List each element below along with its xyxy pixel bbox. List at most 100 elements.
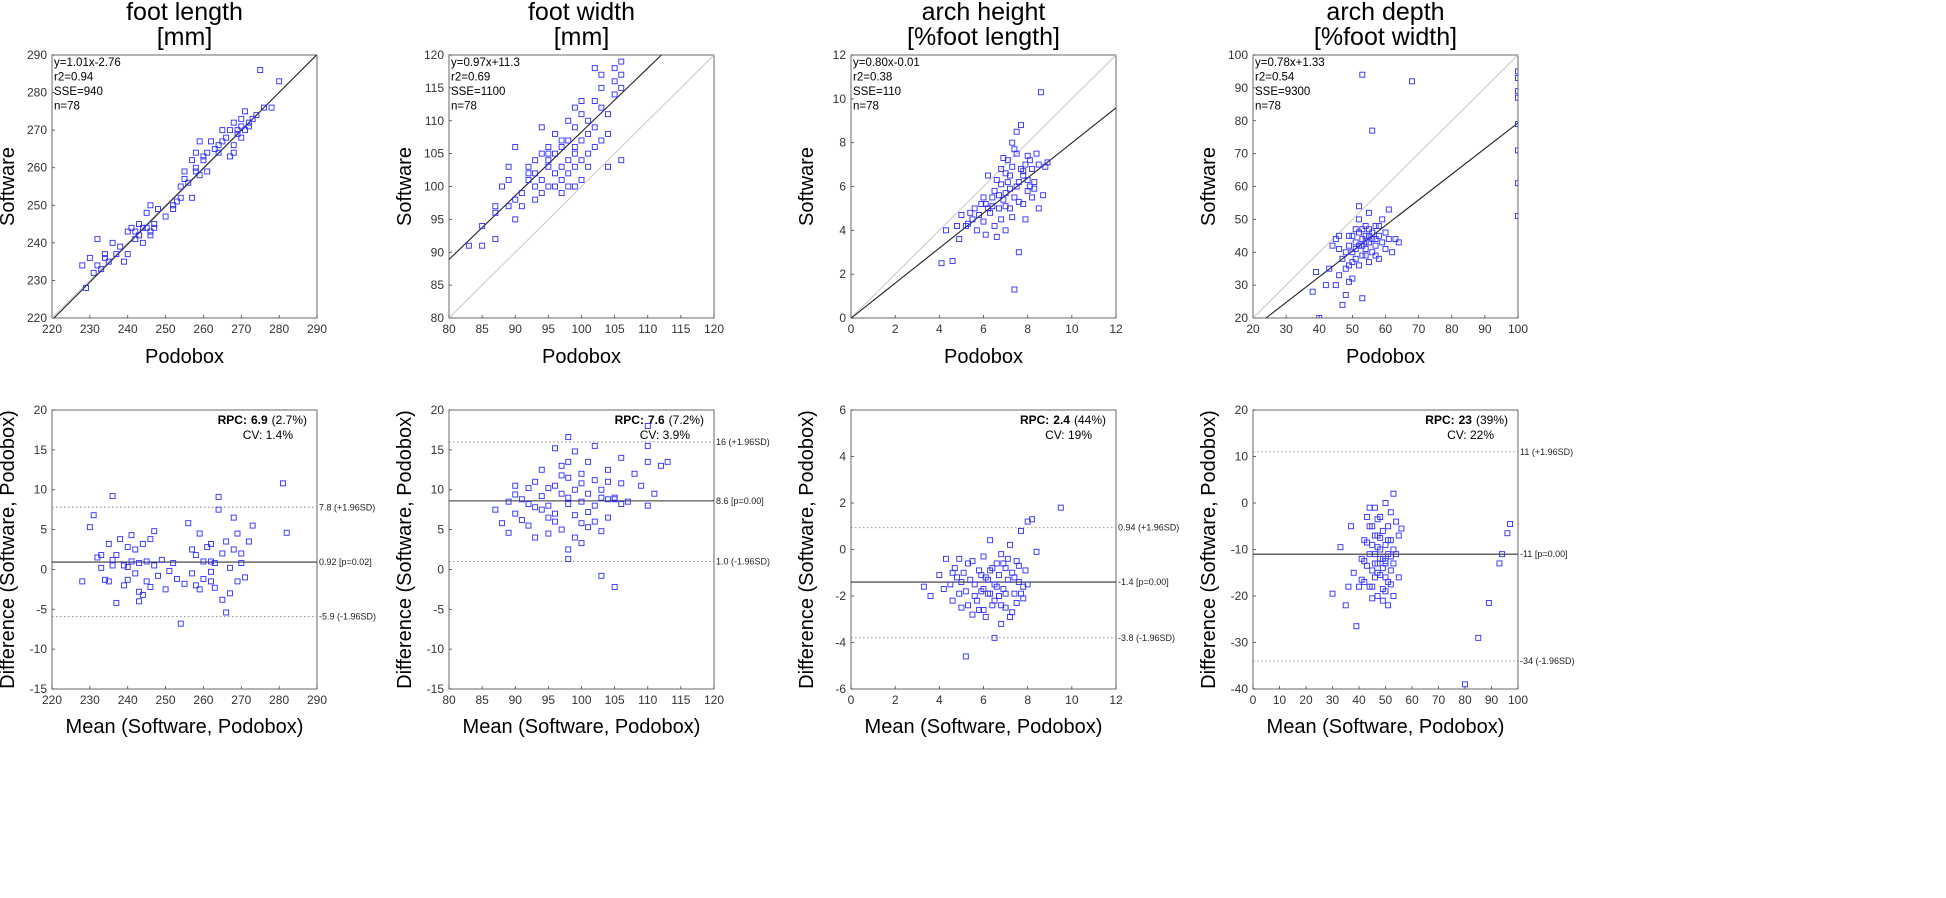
x-tick-label: 90	[1485, 693, 1499, 707]
data-point	[1342, 292, 1349, 298]
data-point	[518, 203, 525, 210]
data-point	[499, 183, 505, 190]
data-point	[571, 104, 578, 111]
data-point	[196, 138, 203, 145]
data-point	[532, 157, 539, 164]
data-point	[173, 576, 180, 582]
data-point	[170, 206, 177, 212]
data-point	[230, 514, 237, 521]
data-point	[993, 176, 1000, 183]
x-axis-label: Mean (Software, Podobox)	[865, 716, 1103, 738]
data-point	[598, 104, 605, 111]
data-point	[1359, 252, 1366, 259]
data-point	[965, 220, 971, 227]
y-tick-label: 4	[839, 450, 846, 464]
data-point	[1359, 236, 1366, 243]
y-tick-label: 2	[839, 267, 846, 281]
data-point	[181, 168, 188, 175]
data-point	[1379, 597, 1386, 604]
data-point	[651, 490, 658, 497]
data-point	[226, 153, 233, 160]
data-point	[993, 560, 1000, 567]
data-point	[226, 127, 233, 134]
data-point	[136, 588, 143, 595]
x-tick-label: 20	[1246, 322, 1260, 336]
data-point	[177, 194, 184, 201]
y-tick-label: 10	[34, 483, 48, 497]
data-point	[185, 520, 192, 527]
data-point	[189, 194, 196, 201]
y-tick-label: -20	[1231, 589, 1249, 603]
data-point	[1475, 634, 1482, 641]
data-point	[598, 572, 605, 579]
data-point	[105, 578, 112, 585]
data-point	[223, 134, 230, 141]
data-point	[943, 227, 949, 234]
data-point	[545, 485, 552, 492]
chart-title-line2: [%foot length]	[907, 23, 1060, 51]
data-point	[505, 498, 512, 505]
chart-title-line2: [mm]	[554, 23, 610, 51]
data-point	[120, 582, 127, 589]
data-point	[512, 216, 519, 223]
data-point	[618, 157, 625, 164]
data-point	[132, 228, 139, 235]
data-point	[525, 163, 532, 170]
data-point	[1371, 560, 1378, 567]
y-tick-label: 290	[27, 48, 47, 62]
data-point	[1009, 214, 1016, 221]
x-tick-label: 115	[671, 322, 690, 336]
data-point	[512, 482, 519, 489]
data-point	[124, 576, 131, 583]
data-point	[1377, 555, 1384, 562]
data-point	[492, 506, 499, 513]
data-point	[253, 112, 260, 119]
data-point	[598, 137, 605, 144]
stats-line: r2=0.69	[451, 72, 490, 84]
data-point	[1385, 236, 1392, 243]
data-point	[987, 590, 994, 597]
data-point	[958, 212, 965, 218]
y-tick-label: 85	[431, 278, 445, 292]
x-tick-label: 100	[571, 693, 591, 707]
y-tick-label: 120	[424, 48, 444, 62]
stats-line: y=0.78x+1.33	[1255, 57, 1325, 69]
y-tick-label: 12	[833, 48, 847, 62]
data-point	[234, 127, 241, 134]
y-tick-label: 20	[431, 403, 445, 417]
data-point	[565, 546, 572, 553]
x-tick-label: 80	[442, 693, 456, 707]
data-point	[545, 530, 552, 537]
data-point	[1366, 504, 1373, 511]
data-point	[1022, 161, 1029, 168]
data-point	[1496, 560, 1503, 567]
data-point	[1515, 75, 1518, 81]
rpc-percent: (39%)	[1476, 413, 1508, 427]
data-point	[565, 157, 572, 164]
data-point	[525, 501, 532, 508]
data-point	[1326, 265, 1333, 272]
x-axis-label: Podobox	[1346, 346, 1425, 368]
data-point	[1387, 581, 1394, 588]
data-point	[558, 163, 565, 170]
data-point	[162, 586, 169, 593]
x-tick-label: 50	[1379, 693, 1393, 707]
data-point	[1044, 159, 1051, 166]
data-point	[565, 474, 572, 481]
data-point	[230, 142, 237, 149]
data-point	[1033, 150, 1040, 157]
y-tick-label: 5	[437, 523, 444, 537]
data-point	[1507, 520, 1514, 527]
y-tick-label: 6	[839, 180, 846, 194]
data-point	[1349, 232, 1356, 239]
data-point	[518, 517, 525, 523]
x-tick-label: 30	[1326, 693, 1340, 707]
data-point	[920, 583, 927, 590]
data-point	[956, 555, 963, 562]
data-point	[545, 163, 552, 170]
data-point	[1395, 532, 1402, 539]
line-label: 0.92 [p=0.02]	[319, 557, 372, 567]
data-point	[1390, 560, 1397, 567]
data-point	[578, 480, 585, 487]
y-tick-label: 230	[27, 273, 47, 287]
